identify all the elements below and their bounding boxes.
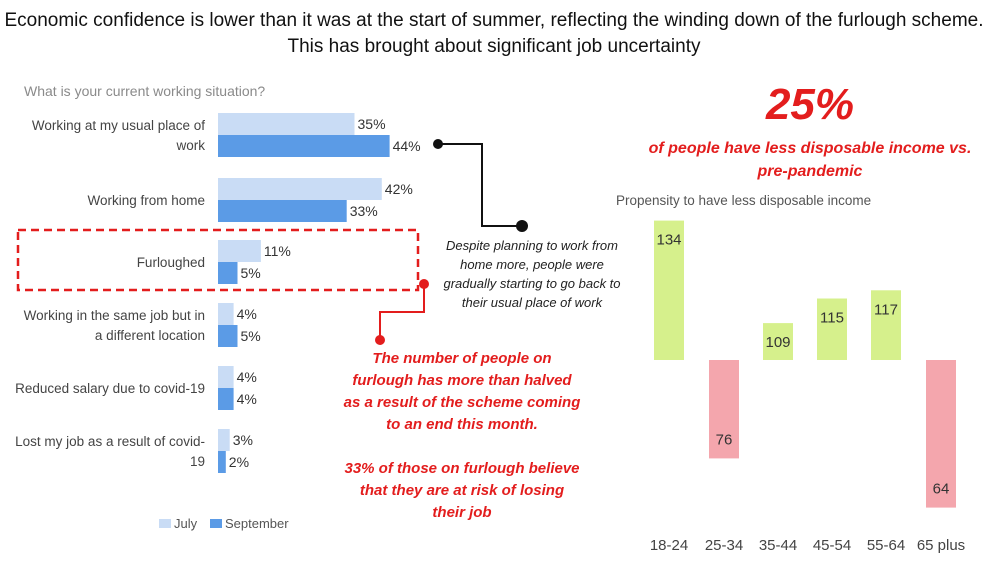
category-label: Lost my job as a result of covid-19 xyxy=(15,434,205,469)
age-group-label: 25-34 xyxy=(705,537,743,554)
bar-value-label: 4% xyxy=(237,306,257,322)
index-bar-negative xyxy=(926,360,956,508)
index-bar-positive xyxy=(871,290,901,360)
bar-value-label: 5% xyxy=(241,328,261,344)
callout-connector xyxy=(438,143,522,227)
september-bar xyxy=(218,451,226,473)
index-value-label: 76 xyxy=(716,431,733,448)
july-bar xyxy=(218,240,261,262)
category-label: Working in the same job but in a differen… xyxy=(24,308,205,343)
legend-september-swatch xyxy=(210,519,222,528)
furloughed-highlight-box xyxy=(16,228,420,292)
category-label: Working from home xyxy=(87,193,205,208)
category-label: Working at my usual place of work xyxy=(32,118,205,153)
july-bar xyxy=(218,429,230,451)
index-value-label: 117 xyxy=(874,301,898,318)
right-chart-title: Propensity to have less disposable incom… xyxy=(616,193,871,208)
category-label: Reduced salary due to covid-19 xyxy=(15,381,205,396)
left-chart-question: What is your current working situation? xyxy=(24,83,265,99)
bar-value-label: 33% xyxy=(350,203,378,219)
september-bar xyxy=(218,135,390,157)
bar-value-label: 11% xyxy=(264,243,291,259)
september-bar xyxy=(218,262,238,284)
age-group-label: 45-54 xyxy=(813,537,851,554)
july-bar xyxy=(218,303,234,325)
big-stat-description: of people have less disposable income vs… xyxy=(648,140,972,180)
september-bar xyxy=(218,388,234,410)
bar-value-label: 5% xyxy=(241,265,261,281)
bar-value-label: 35% xyxy=(358,116,386,132)
july-bar xyxy=(218,366,234,388)
bar-value-label: 4% xyxy=(237,391,257,407)
age-group-label: 35-44 xyxy=(759,537,797,554)
index-bar-positive xyxy=(817,298,847,360)
chart-title: Economic confidence is lower than it was… xyxy=(4,10,984,57)
index-value-label: 134 xyxy=(656,232,681,249)
big-stat-value: 25% xyxy=(765,80,855,129)
september-bar xyxy=(218,325,238,347)
age-group-label: 55-64 xyxy=(867,537,905,554)
red-connector xyxy=(379,284,425,340)
july-bar xyxy=(218,113,355,135)
callout-dot-end xyxy=(516,220,528,232)
category-label: Furloughed xyxy=(137,255,205,270)
bar-value-label: 2% xyxy=(229,454,249,470)
index-value-label: 115 xyxy=(820,310,844,327)
age-group-label: 65 plus xyxy=(917,537,965,554)
legend-july-swatch xyxy=(159,519,171,528)
index-bar-positive xyxy=(763,323,793,360)
index-value-label: 109 xyxy=(765,334,790,351)
september-bar xyxy=(218,200,347,222)
bar-value-label: 3% xyxy=(233,432,253,448)
callout-note: Despite planning to work from home more,… xyxy=(443,238,621,310)
red-connector-dot-end xyxy=(375,335,385,345)
furlough-note-1: The number of people on furlough has mor… xyxy=(343,350,581,433)
legend-september-label: September xyxy=(225,516,289,531)
furlough-note-2: 33% of those on furlough believe that th… xyxy=(344,460,580,521)
july-bar xyxy=(218,178,382,200)
bar-value-label: 44% xyxy=(393,138,421,154)
furlough-note: The number of people on furlough has mor… xyxy=(342,348,582,524)
bar-value-label: 4% xyxy=(237,369,257,385)
index-bar-positive xyxy=(654,220,684,360)
bar-value-label: 42% xyxy=(385,181,413,197)
index-value-label: 64 xyxy=(933,481,950,498)
index-bar-negative xyxy=(709,360,739,459)
legend-july-label: July xyxy=(174,516,198,531)
age-group-label: 18-24 xyxy=(650,537,688,554)
